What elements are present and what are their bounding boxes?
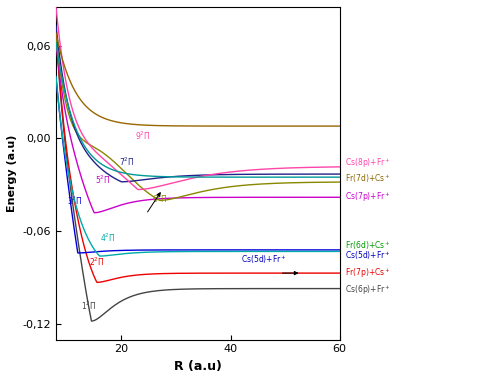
Y-axis label: Energy (a.u): Energy (a.u) bbox=[7, 135, 17, 212]
Text: $3^2\Pi$: $3^2\Pi$ bbox=[68, 194, 83, 207]
Text: $1^2\Pi$: $1^2\Pi$ bbox=[81, 299, 96, 312]
Text: Fr(7p)+Cs$^+$: Fr(7p)+Cs$^+$ bbox=[345, 266, 391, 280]
Text: $7^2\Pi$: $7^2\Pi$ bbox=[119, 155, 134, 168]
Text: $6^2\Pi$: $6^2\Pi$ bbox=[152, 193, 168, 205]
Text: $4^2\Pi$: $4^2\Pi$ bbox=[100, 231, 116, 244]
Text: $5^2\Pi$: $5^2\Pi$ bbox=[94, 174, 110, 187]
Text: Fr(7d)+Cs$^+$: Fr(7d)+Cs$^+$ bbox=[345, 173, 391, 185]
Text: $9^2\Pi$: $9^2\Pi$ bbox=[136, 129, 151, 142]
X-axis label: R (a.u): R (a.u) bbox=[174, 360, 222, 373]
Text: Fr(6d)+Cs$^+$: Fr(6d)+Cs$^+$ bbox=[345, 239, 391, 252]
Text: Cs(5d)+Fr$^+$: Cs(5d)+Fr$^+$ bbox=[242, 253, 288, 266]
Text: Cs(8p)+Fr$^+$: Cs(8p)+Fr$^+$ bbox=[345, 157, 391, 170]
Text: Cs(7p)+Fr$^+$: Cs(7p)+Fr$^+$ bbox=[345, 190, 391, 204]
Text: $2^2\Pi$: $2^2\Pi$ bbox=[89, 256, 104, 268]
Text: Cs(5d)+Fr$^+$: Cs(5d)+Fr$^+$ bbox=[345, 250, 391, 263]
Text: Cs(6p)+Fr$^+$: Cs(6p)+Fr$^+$ bbox=[345, 283, 391, 297]
